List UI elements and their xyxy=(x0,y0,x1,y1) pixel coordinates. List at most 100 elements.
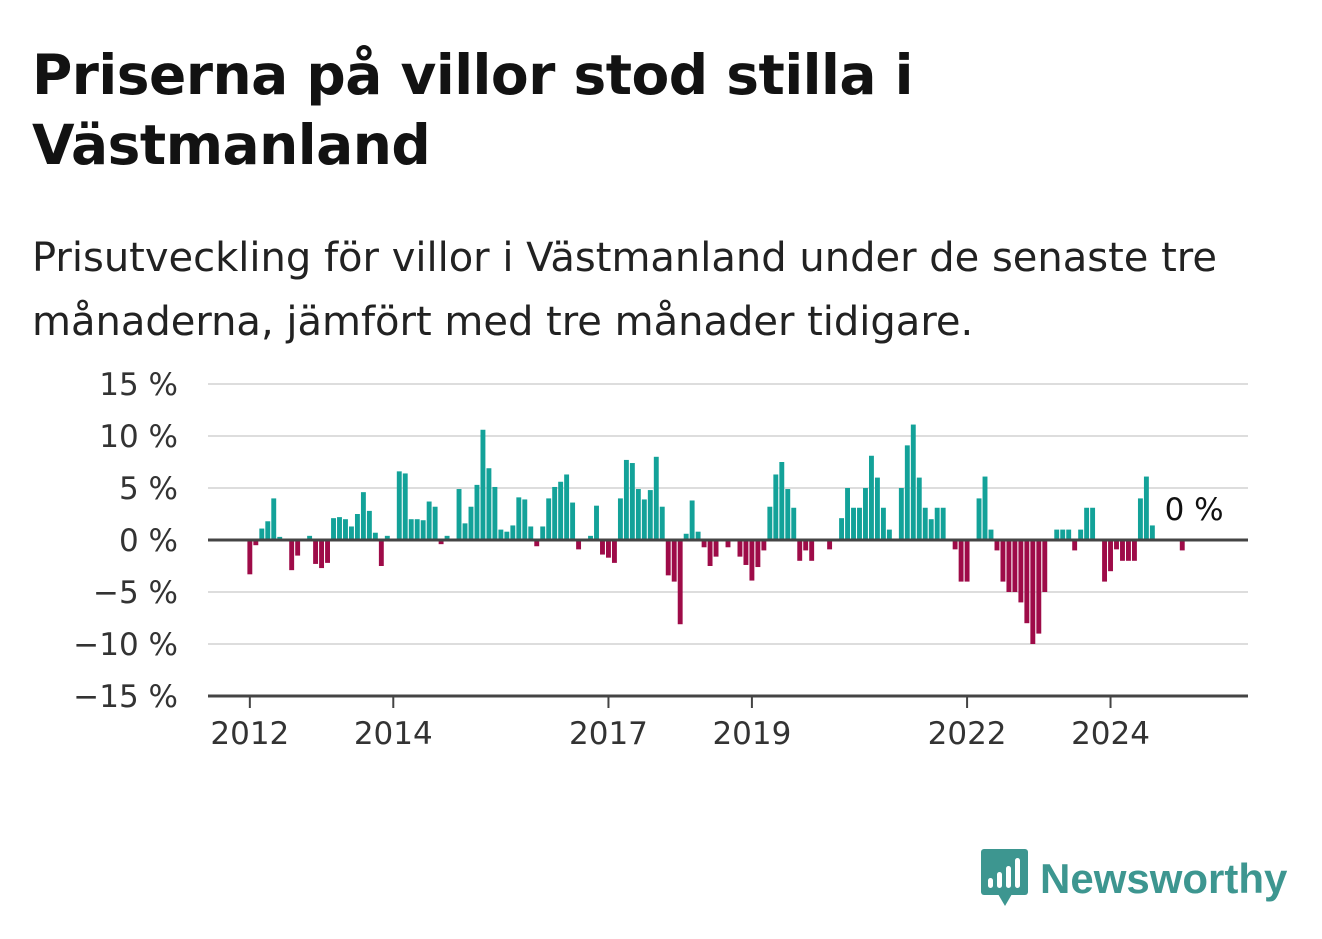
bar xyxy=(964,540,970,582)
bar xyxy=(1060,529,1066,540)
bar xyxy=(1084,507,1090,540)
bar xyxy=(904,445,910,540)
bar xyxy=(534,540,540,547)
bar xyxy=(701,540,707,548)
bar xyxy=(420,520,426,540)
bar xyxy=(641,499,647,540)
bar xyxy=(976,498,982,540)
bar xyxy=(1072,540,1078,551)
bar xyxy=(785,489,791,540)
bar xyxy=(683,533,689,540)
chart-title: Priserna på villor stod stilla i Västman… xyxy=(32,43,914,177)
bar xyxy=(516,497,522,540)
bar xyxy=(1000,540,1006,582)
bar xyxy=(1131,540,1137,561)
bar xyxy=(600,540,605,555)
bar xyxy=(1126,540,1131,561)
bar xyxy=(360,492,366,540)
bar xyxy=(468,506,474,540)
bar xyxy=(940,507,946,540)
bar xyxy=(492,486,498,540)
bar xyxy=(277,536,283,540)
bar xyxy=(803,540,809,551)
bar xyxy=(1120,540,1125,561)
bar xyxy=(504,531,510,540)
bar xyxy=(1012,540,1018,592)
bar xyxy=(552,486,558,540)
bar xyxy=(253,540,259,546)
bar xyxy=(474,484,480,540)
bar xyxy=(378,540,384,566)
bar xyxy=(863,488,868,540)
bar xyxy=(259,528,265,540)
bar xyxy=(958,540,964,582)
bar xyxy=(372,532,378,540)
bar xyxy=(629,463,635,540)
bar xyxy=(1042,540,1048,592)
labels-layer: 15 % 10 % 5 % 0 % −5 % −10 % −15 % 2012 2014 2017… xyxy=(73,367,1226,752)
bar xyxy=(313,540,319,564)
bar xyxy=(743,540,749,565)
x-tick-label: 2017 xyxy=(569,716,648,752)
x-tick-label: 2019 xyxy=(712,716,791,752)
bar xyxy=(1179,540,1185,551)
bar xyxy=(265,521,271,540)
bar xyxy=(1114,540,1119,550)
bar xyxy=(880,507,886,540)
bar xyxy=(1108,540,1113,572)
y-tick-label: 0 % xyxy=(119,523,178,559)
end-value-label: 0 % xyxy=(1165,492,1224,528)
newsworthy-logo-icon xyxy=(981,849,1028,906)
bar xyxy=(546,498,552,540)
bar xyxy=(928,519,934,540)
bar xyxy=(570,502,576,540)
bar xyxy=(695,531,701,540)
bar xyxy=(1036,540,1042,634)
y-tick-label: −5 % xyxy=(93,575,178,611)
bar xyxy=(1149,525,1155,540)
bar xyxy=(665,540,671,576)
bar xyxy=(713,540,719,557)
bar xyxy=(528,526,534,540)
x-tick-label: 2022 xyxy=(928,716,1007,752)
bar xyxy=(408,519,414,540)
bar xyxy=(982,476,988,540)
bar xyxy=(749,540,755,581)
bar xyxy=(1102,540,1108,582)
bar xyxy=(809,540,815,561)
bar xyxy=(916,477,922,540)
bar xyxy=(337,517,342,540)
bar xyxy=(247,540,253,575)
bar xyxy=(1018,540,1024,603)
bar xyxy=(444,535,450,540)
bar xyxy=(845,488,850,540)
bar xyxy=(1024,540,1030,624)
bar xyxy=(1066,529,1072,540)
axis-layer xyxy=(208,538,1248,708)
bar xyxy=(594,505,599,540)
bar xyxy=(402,473,408,540)
brand-name: Newsworthy xyxy=(1040,855,1288,902)
bar xyxy=(898,488,904,540)
bar xyxy=(934,507,940,540)
grid-layer xyxy=(208,383,1248,645)
bar xyxy=(707,540,713,566)
bar xyxy=(761,540,767,551)
bar xyxy=(677,540,683,625)
bar xyxy=(486,468,492,540)
bar xyxy=(611,540,617,563)
bar xyxy=(426,501,432,540)
bar xyxy=(617,498,623,540)
bar xyxy=(773,474,779,540)
bar xyxy=(307,535,313,540)
bar xyxy=(797,540,803,561)
bar xyxy=(348,526,354,540)
bar xyxy=(874,477,880,540)
bar xyxy=(910,424,916,540)
bar xyxy=(606,540,611,558)
bar xyxy=(438,540,444,545)
bar xyxy=(289,540,295,571)
bar xyxy=(725,540,731,548)
bar xyxy=(767,506,773,540)
bar xyxy=(271,498,277,540)
